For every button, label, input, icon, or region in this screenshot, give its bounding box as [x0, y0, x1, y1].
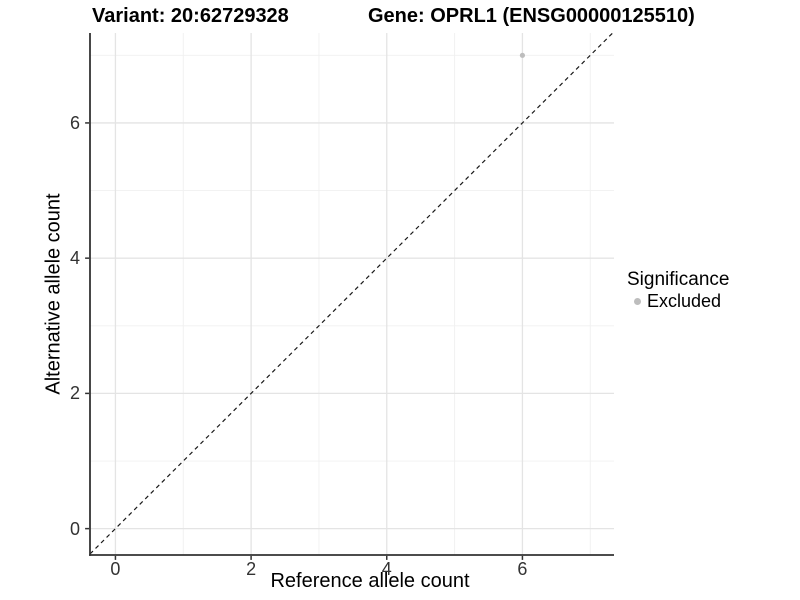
data-point — [519, 52, 526, 58]
y-tick-label: 4 — [69, 248, 80, 269]
plot-title-gene: Gene: OPRL1 (ENSG00000125510) — [368, 5, 695, 27]
y-tick-label: 0 — [69, 518, 80, 539]
y-tick-label: 6 — [69, 112, 80, 133]
legend-item-label: Excluded — [647, 290, 722, 311]
y-axis-title: Alternative allele count — [42, 193, 65, 395]
legend-title: Significance — [627, 269, 730, 290]
legend: Significance Excluded — [627, 269, 729, 312]
legend-key-dot — [634, 297, 641, 305]
x-tick-label: 4 — [381, 559, 392, 579]
identity-reference-line — [89, 32, 614, 555]
y-tick-label: 2 — [69, 383, 80, 404]
plot-title-variant: Variant: 20:62729328 — [92, 5, 289, 27]
legend-key — [630, 297, 645, 305]
x-tick-label: 2 — [246, 559, 257, 579]
legend-item-excluded: Excluded — [627, 290, 729, 312]
x-tick-label: 6 — [517, 559, 528, 579]
x-axis-title: Reference allele count — [270, 570, 470, 592]
x-tick-label: 0 — [110, 559, 121, 579]
